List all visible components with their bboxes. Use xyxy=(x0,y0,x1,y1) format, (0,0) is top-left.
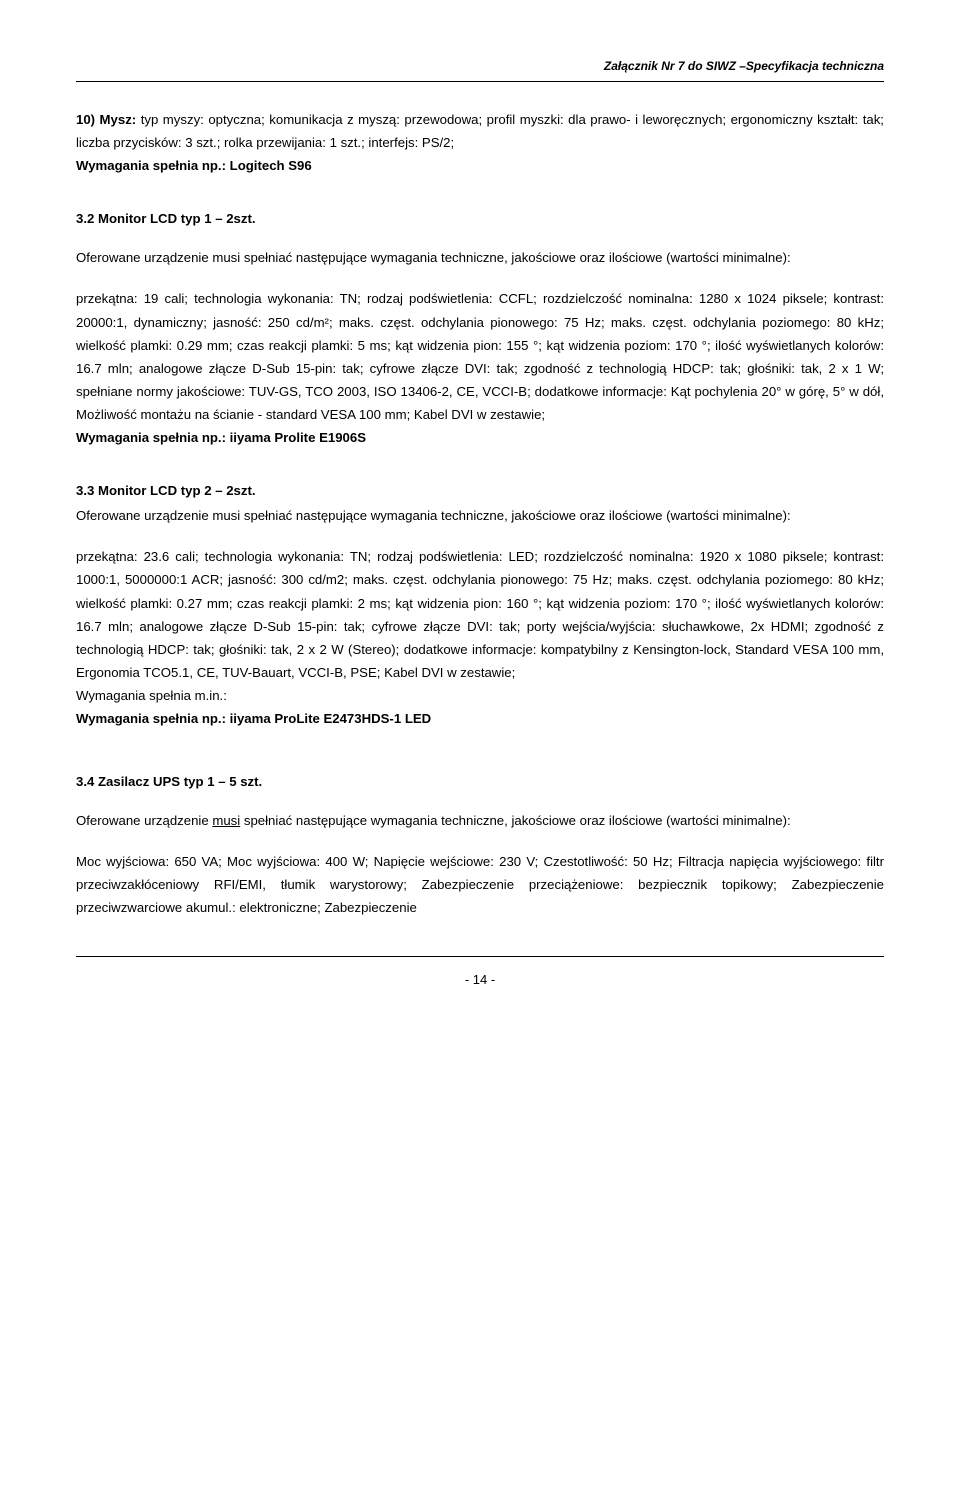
monitor1-spec: przekątna: 19 cali; technologia wykonani… xyxy=(76,287,884,449)
ups-intro-c: spełniać następujące wymagania techniczn… xyxy=(240,813,790,828)
ups-intro: Oferowane urządzenie musi spełniać nastę… xyxy=(76,809,884,832)
monitor2-spec-body: przekątna: 23.6 cali; technologia wykona… xyxy=(76,549,884,679)
ups-intro-a: Oferowane urządzenie xyxy=(76,813,212,828)
heading-3-3: 3.3 Monitor LCD typ 2 – 2szt. xyxy=(76,479,884,502)
header-attachment-label: Załącznik Nr 7 do SIWZ –Specyfikacja tec… xyxy=(76,56,884,77)
monitor1-req: Wymagania spełnia np.: iiyama Prolite E1… xyxy=(76,430,366,445)
page-number: - 14 - xyxy=(76,969,884,992)
mouse-spec-lead: 10) Mysz: xyxy=(76,112,136,127)
monitor1-intro: Oferowane urządzenie musi spełniać nastę… xyxy=(76,246,884,269)
ups-spec: Moc wyjściowa: 650 VA; Moc wyjściowa: 40… xyxy=(76,850,884,919)
monitor1-spec-body: przekątna: 19 cali; technologia wykonani… xyxy=(76,291,884,421)
monitor2-spec: przekątna: 23.6 cali; technologia wykona… xyxy=(76,545,884,730)
bottom-rule xyxy=(76,956,884,957)
heading-3-4: 3.4 Zasilacz UPS typ 1 – 5 szt. xyxy=(76,770,884,793)
mouse-spec-paragraph: 10) Mysz: typ myszy: optyczna; komunikac… xyxy=(76,108,884,177)
top-rule xyxy=(76,81,884,82)
mouse-spec-req: Wymagania spełnia np.: Logitech S96 xyxy=(76,158,312,173)
heading-3-2: 3.2 Monitor LCD typ 1 – 2szt. xyxy=(76,207,884,230)
monitor2-intro: Oferowane urządzenie musi spełniać nastę… xyxy=(76,504,884,527)
monitor2-req-a: Wymagania spełnia m.in.: xyxy=(76,688,227,703)
ups-intro-musi: musi xyxy=(212,813,240,828)
mouse-spec-body: typ myszy: optyczna; komunikacja z myszą… xyxy=(76,112,884,150)
monitor2-req-b: Wymagania spełnia np.: iiyama ProLite E2… xyxy=(76,711,431,726)
